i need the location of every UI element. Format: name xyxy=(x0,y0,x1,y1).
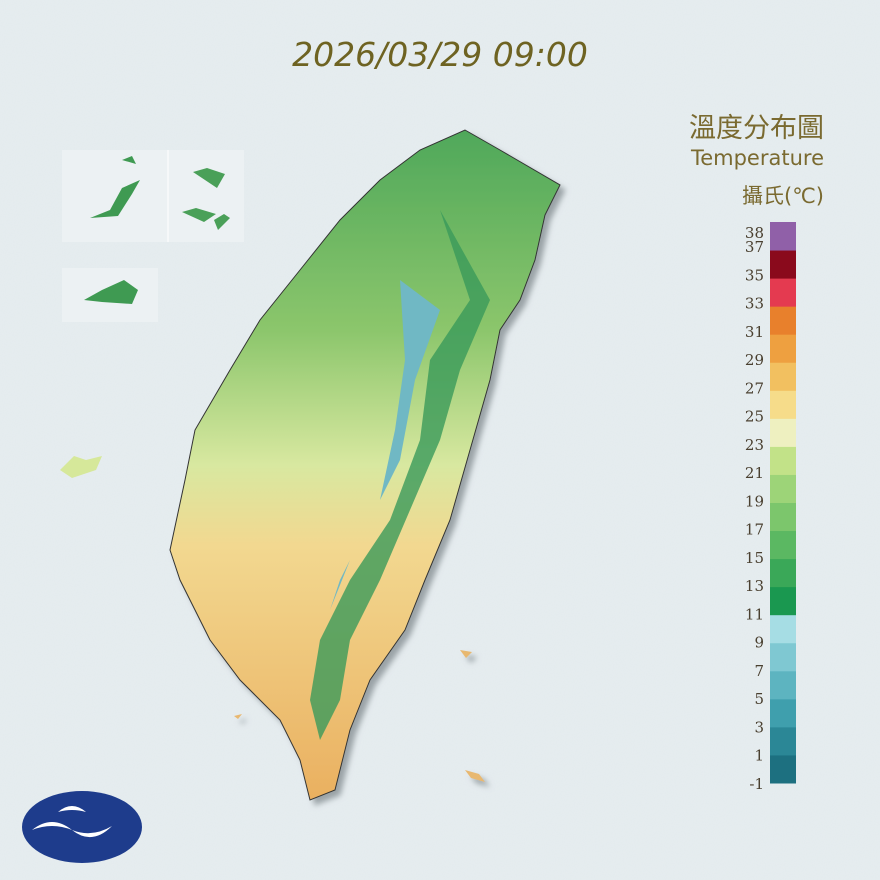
legend-title: 溫度分布圖 xyxy=(689,113,824,144)
legend-tick-label: 35 xyxy=(745,266,764,284)
legend-color-segment xyxy=(770,670,796,700)
legend-color-segment xyxy=(770,586,796,616)
legend-color-segment xyxy=(770,502,796,532)
legend-tick-label: 3 xyxy=(754,718,764,736)
legend-color-segment xyxy=(770,698,796,728)
legend-tick-label: 37 xyxy=(745,238,764,256)
legend-tick-label: 9 xyxy=(754,634,764,652)
legend-tick-label: 5 xyxy=(754,690,764,708)
legend-tick-label: 17 xyxy=(745,521,764,539)
legend-tick-label: 1 xyxy=(754,747,764,765)
legend-color-segment xyxy=(770,446,796,475)
legend-color-segment xyxy=(770,754,796,784)
legend-color-segment xyxy=(770,390,796,419)
legend-color-segment xyxy=(770,642,796,672)
timestamp: 2026/03/29 09:00 xyxy=(292,35,588,74)
legend-tick-label: 7 xyxy=(754,662,764,680)
legend-tick-label: 21 xyxy=(745,464,764,482)
taiwan-island xyxy=(169,129,561,801)
legend-tick-label: -1 xyxy=(749,775,764,793)
legend-tick-label: 15 xyxy=(745,549,764,567)
legend-color-segment xyxy=(770,530,796,560)
legend-unit: 攝氏(℃) xyxy=(742,184,824,208)
legend-color-segment xyxy=(770,362,796,391)
legend-color-segment xyxy=(770,558,796,588)
legend-tick-label: 25 xyxy=(745,408,764,426)
legend-color-segment xyxy=(770,222,796,251)
legend-tick-label: 38 xyxy=(745,224,764,242)
legend-color-segment xyxy=(770,278,796,307)
legend-tick-label: 29 xyxy=(745,351,764,369)
legend-color-segment xyxy=(770,614,796,644)
legend-color-segment xyxy=(770,306,796,335)
legend-tick-label: 31 xyxy=(745,323,764,341)
legend-tick-label: 11 xyxy=(745,605,764,623)
legend-color-segment xyxy=(770,418,796,447)
legend-color-segment xyxy=(770,250,796,279)
legend-tick-label: 27 xyxy=(745,379,764,397)
legend-tick-label: 23 xyxy=(745,436,764,454)
cwa-logo xyxy=(22,791,142,863)
legend-tick-label: 19 xyxy=(745,492,764,510)
legend-tick-label: 13 xyxy=(745,577,764,595)
legend-subtitle: Temperature xyxy=(690,146,824,170)
legend-color-segment xyxy=(770,726,796,756)
island-insets xyxy=(60,150,244,478)
legend-tick-label: 33 xyxy=(745,295,764,313)
legend-color-segment xyxy=(770,474,796,503)
legend-color-segment xyxy=(770,334,796,363)
